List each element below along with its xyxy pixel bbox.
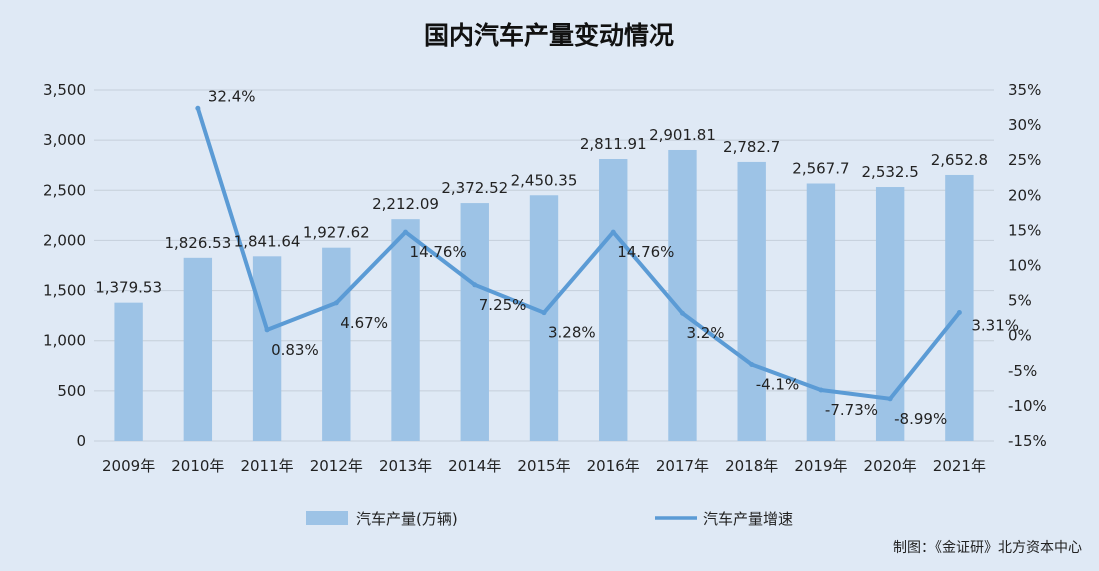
x-tick-label: 2021年 <box>933 457 986 475</box>
growth-value-label: 7.25% <box>479 296 527 314</box>
legend: 汽车产量(万辆) 汽车产量增速 <box>306 510 793 528</box>
y-left-tick-label: 2,000 <box>43 231 86 249</box>
bar-value-label: 2,450.35 <box>511 171 578 189</box>
bar-value-label: 2,372.52 <box>441 179 508 197</box>
y-left-tick-label: 2,500 <box>43 181 86 199</box>
x-tick-label: 2016年 <box>587 457 640 475</box>
y-right-tick-label: 20% <box>1008 186 1041 204</box>
y-right-tick-label: -15% <box>1008 432 1047 450</box>
y-left-tick-label: 3,000 <box>43 131 86 149</box>
x-tick-label: 2009年 <box>102 457 155 475</box>
growth-point <box>333 300 339 306</box>
bar <box>668 149 697 441</box>
y-right-tick-label: 0% <box>1008 327 1032 345</box>
bar-value-label: 2,782.7 <box>723 138 780 156</box>
bar <box>806 183 836 441</box>
x-tick-label: 2018年 <box>725 457 778 475</box>
bar-value-label: 1,826.53 <box>164 234 231 252</box>
growth-value-label: -8.99% <box>894 410 947 428</box>
bar <box>114 302 143 441</box>
growth-point <box>264 327 270 333</box>
growth-value-label: 3.2% <box>686 324 724 342</box>
x-tick-label: 2017年 <box>656 457 709 475</box>
growth-line <box>195 106 962 401</box>
y-right-tick-label: -5% <box>1008 362 1037 380</box>
x-tick-label: 2015年 <box>517 457 570 475</box>
y-right-tick-label: 30% <box>1008 116 1041 134</box>
bar-series <box>114 149 974 442</box>
bar <box>599 159 628 441</box>
growth-value-label: -7.73% <box>825 401 878 419</box>
x-tick-label: 2011年 <box>240 457 293 475</box>
data-labels: 1,379.53 1,826.53 1,841.64 1,927.622,212.09… <box>95 87 1019 428</box>
growth-value-label: 3.28% <box>548 324 596 342</box>
growth-point <box>541 310 547 316</box>
bar <box>875 187 905 441</box>
growth-value-label: 3.31% <box>971 316 1019 334</box>
bar-value-label: 2,567.7 <box>792 159 849 177</box>
bar <box>737 161 766 441</box>
bar-value-label: 1,927.62 <box>303 224 370 242</box>
growth-value-label: 32.4% <box>208 87 256 105</box>
y-right-tick-label: 35% <box>1008 81 1041 99</box>
y-right-tick-label: 10% <box>1008 257 1041 275</box>
growth-value-label: 14.76% <box>410 243 467 261</box>
bar <box>252 256 282 441</box>
y-left-tick-label: 3,500 <box>43 81 86 99</box>
growth-value-label: 0.83% <box>271 341 319 359</box>
y-left-tick-label: 0 <box>76 432 86 450</box>
growth-value-label: -4.1% <box>756 375 800 393</box>
growth-point <box>679 310 685 316</box>
x-tick-label: 2013年 <box>379 457 432 475</box>
y-left-tick-label: 1,000 <box>43 332 86 350</box>
growth-point <box>195 105 201 111</box>
bar-value-label: 1,841.64 <box>234 232 301 250</box>
axes: 0 500 1,000 1,500 2,000 2,500 3,000 3,500 -15% -1… <box>43 81 1047 475</box>
bar <box>183 257 213 441</box>
growth-value-label: 4.67% <box>340 314 388 332</box>
bar <box>391 219 420 441</box>
bar-value-label: 2,811.91 <box>580 135 647 153</box>
growth-point <box>818 387 824 393</box>
growth-point <box>956 309 962 315</box>
x-tick-label: 2019年 <box>794 457 847 475</box>
y-right-tick-label: 5% <box>1008 292 1032 310</box>
growth-point <box>610 229 616 235</box>
x-tick-label: 2012年 <box>310 457 363 475</box>
bar-value-label: 1,379.53 <box>95 279 162 297</box>
chart-title: 国内汽车产量变动情况 <box>424 21 674 50</box>
growth-point <box>887 396 893 402</box>
bar <box>529 195 559 441</box>
y-right-tick-label: 15% <box>1008 221 1041 239</box>
credit-text: 制图：《金证研》北方资本中心 <box>893 540 1082 556</box>
growth-point <box>403 229 409 235</box>
bar-value-label: 2,901.81 <box>649 126 716 144</box>
y-left-tick-label: 1,500 <box>43 282 86 300</box>
x-tick-label: 2010年 <box>171 457 224 475</box>
bar-value-label: 2,652.8 <box>931 151 988 169</box>
legend-swatch-bar <box>306 511 348 525</box>
y-left-tick-label: 500 <box>57 382 86 400</box>
growth-value-label: 14.76% <box>617 243 674 261</box>
y-right-tick-label: 25% <box>1008 151 1041 169</box>
growth-point <box>749 361 755 367</box>
bar <box>460 203 489 441</box>
bar-value-label: 2,532.5 <box>862 163 919 181</box>
x-tick-label: 2014年 <box>448 457 501 475</box>
growth-point <box>472 282 478 288</box>
bar <box>322 247 351 441</box>
legend-label-line: 汽车产量增速 <box>703 510 793 528</box>
x-tick-label: 2020年 <box>864 457 917 475</box>
bar <box>945 174 974 442</box>
bar-value-label: 2,212.09 <box>372 195 439 213</box>
legend-label-bar: 汽车产量(万辆) <box>356 510 458 528</box>
line-series <box>195 105 962 402</box>
y-right-tick-label: -10% <box>1008 397 1047 415</box>
